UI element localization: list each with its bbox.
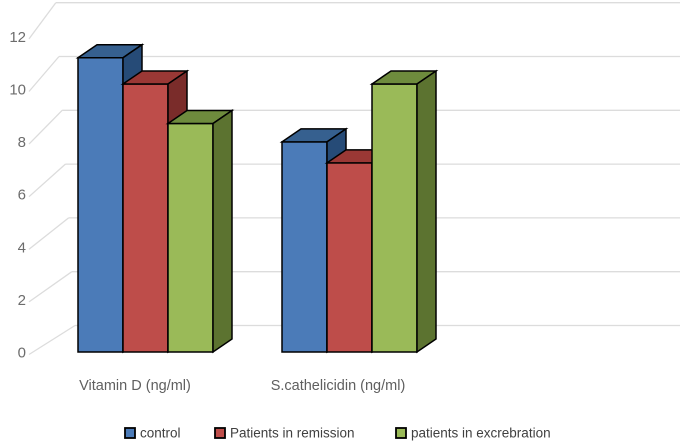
bar-front-patients-in-remission-cat0 [122, 83, 169, 353]
legend-swatch-control [124, 427, 136, 439]
y-axis-depth-tick-4 [28, 217, 70, 250]
category-label-0: Vitamin D (ng/ml) [79, 378, 191, 394]
y-tick-label-10: 10 [9, 82, 26, 99]
bar-side-patients-in-excrebration-cat0 [212, 109, 233, 354]
category-label-1: S.cathelicidin (ng/ml) [271, 378, 406, 394]
y-axis-depth-tick-6 [28, 163, 66, 198]
y-axis-depth-tick-12 [28, 2, 57, 40]
legend-swatch-patients-in-excrebration [395, 427, 407, 439]
y-axis-depth-tick-2 [28, 271, 73, 303]
y-tick-label-2: 2 [18, 292, 26, 309]
y-axis-depth-tick-0 [28, 324, 76, 356]
y-tick-label-6: 6 [18, 187, 26, 204]
y-tick-label-12: 12 [9, 29, 26, 46]
y-tick-label-0: 0 [18, 345, 26, 362]
legend-label-control: control [140, 426, 181, 441]
y-tick-label-8: 8 [18, 134, 26, 151]
bar-side-patients-in-excrebration-cat1 [416, 69, 437, 354]
y-axis-depth-tick-8 [28, 109, 63, 145]
bar-front-patients-in-excrebration-cat1 [371, 83, 418, 353]
y-tick-label-4: 4 [18, 239, 26, 256]
bar-front-patients-in-excrebration-cat0 [167, 122, 214, 353]
bar-front-control-cat1 [281, 141, 328, 353]
legend-swatch-patients-in-remission [214, 427, 226, 439]
legend-label-patients-in-remission: Patients in remission [230, 426, 355, 441]
bar-front-patients-in-remission-cat1 [326, 162, 373, 353]
y-axis-depth-tick-10 [28, 56, 60, 92]
bar-front-control-cat0 [77, 56, 124, 353]
legend-label-patients-in-excrebration: patients in excrebration [411, 426, 551, 441]
